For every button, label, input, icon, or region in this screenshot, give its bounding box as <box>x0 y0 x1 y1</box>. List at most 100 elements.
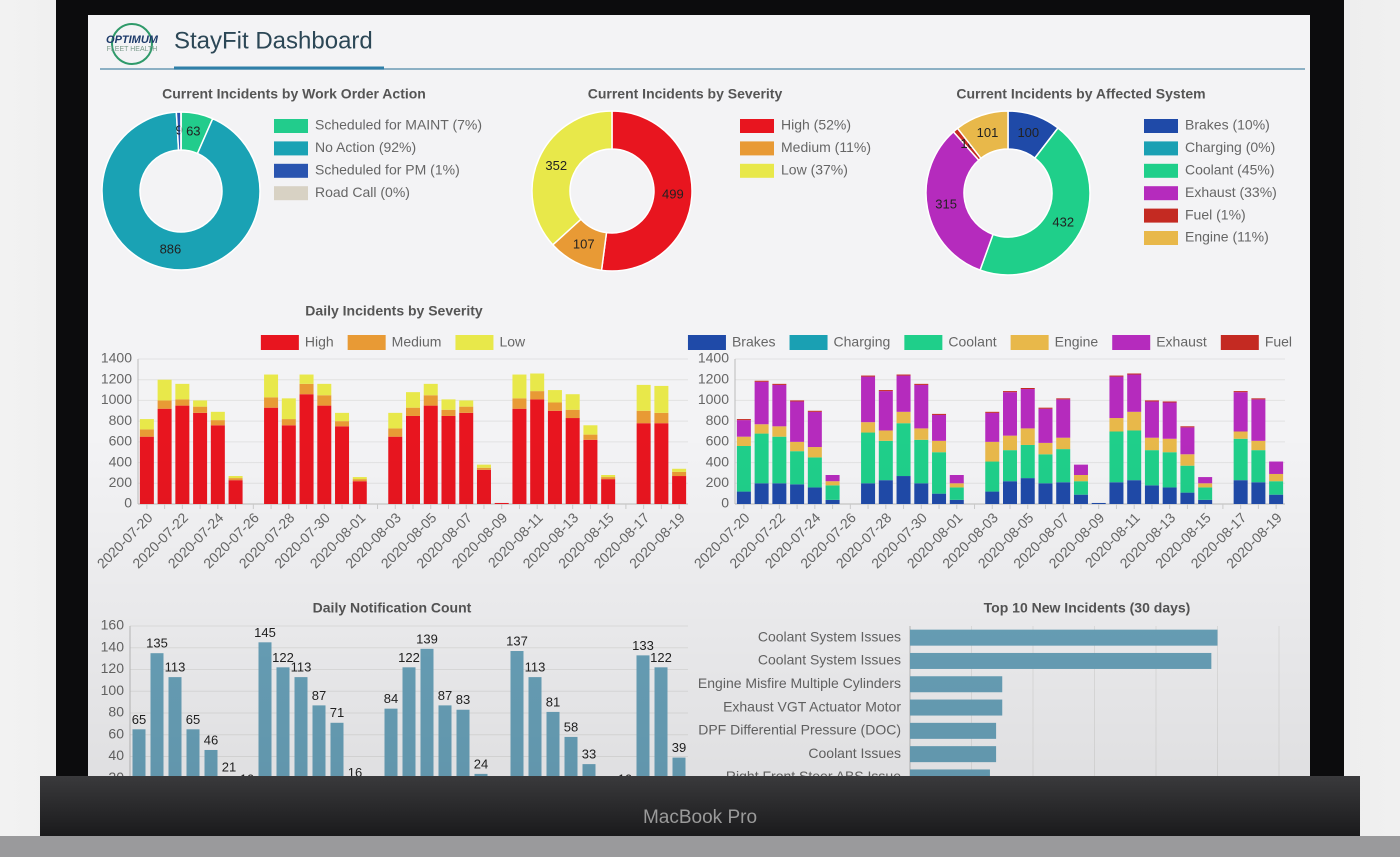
bar-segment <box>1073 464 1088 475</box>
legend-swatch <box>740 119 774 133</box>
bar-segment <box>264 407 279 504</box>
bar-segment <box>335 421 350 427</box>
bar-segment <box>654 412 669 424</box>
data-label: 315 <box>935 196 957 211</box>
bar-segment <box>914 383 929 385</box>
bar-segment <box>547 402 562 411</box>
bar-segment <box>1020 428 1035 445</box>
bar-segment <box>825 485 840 500</box>
legend-swatch <box>1112 335 1151 350</box>
y-tick-label: 0 <box>721 495 729 511</box>
bar-segment <box>1003 435 1017 451</box>
y-tick-label: 80 <box>108 704 124 720</box>
bar-segment <box>754 381 769 425</box>
bar-segment <box>476 464 491 468</box>
legend-label: Coolant <box>948 334 996 350</box>
bar-segment <box>861 432 876 484</box>
bar-segment <box>512 408 527 504</box>
chart-title: Current Incidents by Affected System <box>956 86 1205 102</box>
legend-label: Medium <box>392 334 442 350</box>
legend-swatch <box>274 163 308 178</box>
legend-label: Brakes <box>732 334 776 350</box>
legend-label: Charging <box>834 334 891 350</box>
bar-segment <box>530 391 545 400</box>
bar-segment <box>672 468 687 472</box>
bar-segment <box>636 423 651 504</box>
bar-segment <box>210 411 225 421</box>
bar-segment <box>565 409 580 419</box>
bar-segment <box>459 400 474 407</box>
bar-segment <box>754 483 769 504</box>
bar-segment <box>352 479 367 482</box>
bar-segment <box>1251 399 1266 441</box>
legend-swatch <box>455 335 494 350</box>
bar-segment <box>1180 454 1195 466</box>
y-tick-label: 60 <box>108 725 124 741</box>
data-label: 83 <box>456 692 470 707</box>
bar-segment <box>476 467 491 470</box>
bar-segment <box>335 426 350 504</box>
data-label: 107 <box>573 236 595 251</box>
legend-swatch <box>789 335 828 350</box>
bar-segment <box>281 425 296 504</box>
bar-segment <box>1109 376 1124 419</box>
data-label: 65 <box>186 712 200 727</box>
bar-segment <box>441 409 456 416</box>
bar-segment <box>210 425 225 504</box>
bar-segment <box>281 398 296 420</box>
bar-segment <box>1003 481 1017 504</box>
y-tick-label: 1200 <box>101 370 132 386</box>
bar-segment <box>772 426 787 437</box>
bar-segment <box>736 491 751 504</box>
data-label: 499 <box>662 186 684 201</box>
bar-segment <box>583 434 598 440</box>
bar-segment <box>985 441 1000 462</box>
bar-segment <box>512 374 527 399</box>
chart-title: Current Incidents by Work Order Action <box>162 86 426 102</box>
bar-segment <box>1056 482 1071 504</box>
bar-segment <box>914 384 929 429</box>
data-label: 100 <box>1017 125 1039 140</box>
y-tick-label: 1400 <box>101 350 132 366</box>
legend-swatch <box>1010 335 1049 350</box>
bar-segment <box>896 374 911 376</box>
bar-segment <box>157 379 172 401</box>
chart-title: Daily Notification Count <box>313 600 472 616</box>
bar-segment <box>1233 480 1248 504</box>
bar-segment <box>914 428 929 440</box>
bar-segment <box>1198 487 1213 500</box>
bar-segment <box>772 384 787 427</box>
data-label: 24 <box>474 756 488 771</box>
bar-segment <box>157 400 172 409</box>
bar-segment <box>985 461 1000 492</box>
bar-segment <box>459 406 474 413</box>
bar-segment <box>790 400 805 402</box>
bar-segment <box>1038 408 1053 443</box>
bar-segment <box>406 407 420 416</box>
logo-sub: FLEET HEALTH <box>107 46 158 53</box>
data-label: 352 <box>545 158 567 173</box>
data-label: 113 <box>165 660 186 675</box>
bar-segment <box>807 487 822 504</box>
bar-segment <box>878 430 893 441</box>
bar-segment <box>1251 482 1266 504</box>
y-tick-label: 1200 <box>698 370 729 386</box>
bar-segment <box>1127 430 1142 481</box>
bar-segment <box>754 424 769 434</box>
legend-swatch <box>1144 186 1178 201</box>
bar-segment <box>547 390 562 403</box>
bar-segment <box>736 420 751 437</box>
bar-segment <box>601 477 616 480</box>
bar-segment <box>1056 437 1071 450</box>
legend-label: Scheduled for PM (1%) <box>315 162 460 178</box>
y-tick-label: 120 <box>101 660 125 676</box>
bar-segment <box>317 395 332 406</box>
bar-segment <box>228 476 243 479</box>
bar-segment <box>1233 391 1248 393</box>
legend-swatch <box>687 335 726 350</box>
bar-segment <box>1162 402 1177 439</box>
bar-segment <box>896 375 911 412</box>
bar-segment <box>210 420 225 426</box>
legend-swatch <box>1220 335 1259 350</box>
chin <box>40 776 1360 836</box>
